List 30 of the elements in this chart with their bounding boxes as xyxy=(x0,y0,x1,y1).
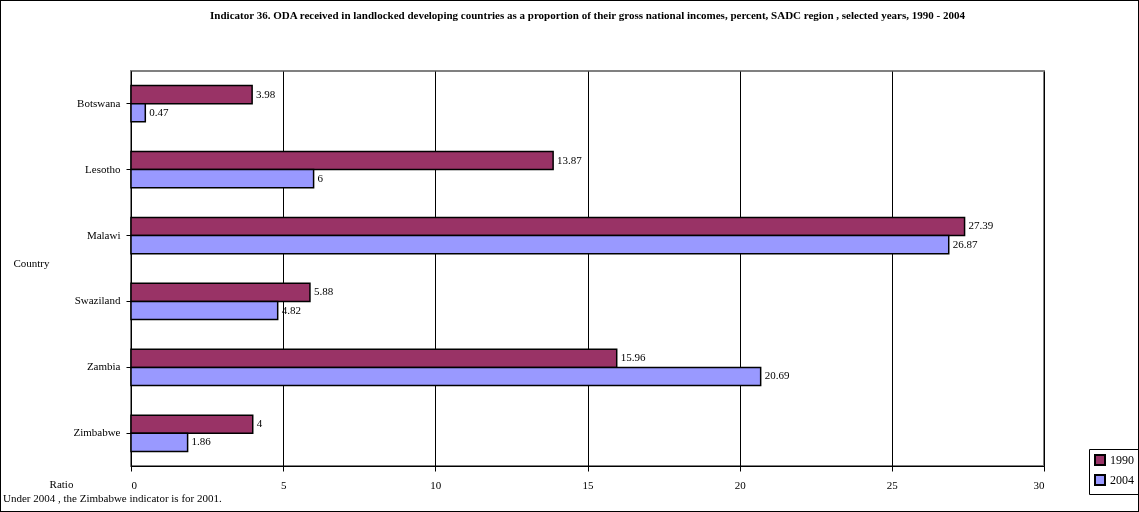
x-tick-label: 25 xyxy=(886,478,899,491)
x-tick-label: 10 xyxy=(430,478,442,491)
data-label: 1.86 xyxy=(191,435,212,448)
y-tick-label: Botswana xyxy=(77,96,121,109)
data-label: 15.96 xyxy=(620,351,646,364)
y-tick-label: Malawi xyxy=(86,228,121,241)
data-label: 0.47 xyxy=(149,105,170,118)
x-tick-label: 5 xyxy=(280,478,287,491)
x-tick-label: 20 xyxy=(734,478,747,491)
data-label: 3.98 xyxy=(256,87,276,100)
x-tick-label: 0 xyxy=(131,478,138,491)
x-axis-title: Ratio xyxy=(49,477,74,490)
chart-title: Indicator 36. ODA received in landlocked developing countries as a proportion of their gross national incomes, percent, SADC region , selected years, 1990 - 2004 xyxy=(210,9,966,21)
legend-label: 2004 xyxy=(1110,473,1134,487)
data-label: 20.69 xyxy=(764,369,790,382)
y-tick-label: Swaziland xyxy=(74,294,121,307)
x-tick-label: 15 xyxy=(582,478,594,491)
data-label: 4 xyxy=(256,417,263,430)
data-label: 6 xyxy=(317,171,324,184)
x-tick-label: 30 xyxy=(1033,478,1045,491)
data-label: 26.87 xyxy=(952,237,978,250)
text: Under 2004 , the Zimbabwe indicator is for 2001. xyxy=(3,492,222,504)
legend-label: 1990 xyxy=(1110,453,1134,467)
data-label: 27.39 xyxy=(968,219,994,232)
y-tick-label: Zambia xyxy=(86,360,121,373)
y-axis-title: Country xyxy=(13,256,51,269)
y-tick-label: Zimbabwe xyxy=(73,426,121,439)
data-label: 5.88 xyxy=(313,285,334,298)
y-tick-label: Lesotho xyxy=(85,162,121,175)
data-label: 13.87 xyxy=(557,153,583,166)
